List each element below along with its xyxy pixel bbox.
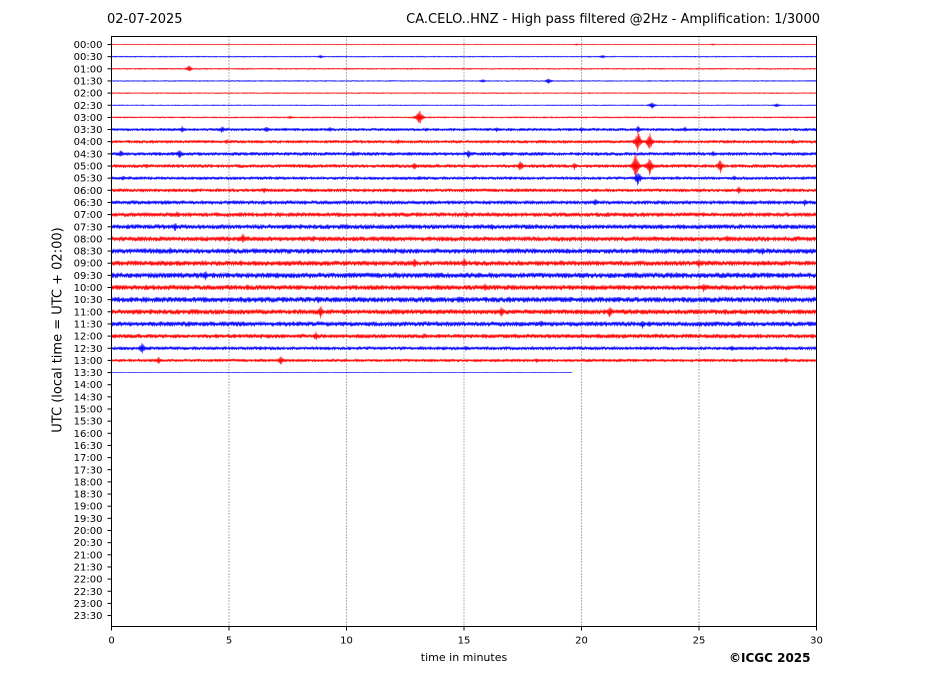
y-tick-label-10:30: 10:30 xyxy=(74,295,103,306)
trace-04:30 xyxy=(111,150,817,159)
trace-00:00 xyxy=(111,43,817,46)
y-tick-label-17:00: 17:00 xyxy=(74,453,103,464)
x-tick-label-20: 20 xyxy=(575,636,588,647)
trace-13:00 xyxy=(111,356,817,365)
x-axis-ticks: 0 5 10 15 20 25 30 xyxy=(108,626,823,647)
y-tick-label-08:00: 08:00 xyxy=(74,234,103,245)
y-tick-label-10:00: 10:00 xyxy=(74,283,103,294)
trace-04:00 xyxy=(111,130,817,152)
x-tick-label-30: 30 xyxy=(810,636,823,647)
y-tick-label-01:30: 01:30 xyxy=(74,76,103,87)
y-tick-label-04:30: 04:30 xyxy=(74,149,103,160)
y-tick-label-00:30: 00:30 xyxy=(74,52,103,63)
trace-10:00 xyxy=(111,283,817,293)
trace-06:00 xyxy=(111,186,817,194)
y-tick-label-06:00: 06:00 xyxy=(74,186,103,197)
y-tick-label-15:30: 15:30 xyxy=(74,417,103,428)
y-tick-label-05:00: 05:00 xyxy=(74,162,103,173)
y-tick-label-04:00: 04:00 xyxy=(74,137,103,148)
y-tick-label-02:00: 02:00 xyxy=(74,89,103,100)
trace-07:00 xyxy=(111,211,817,218)
trace-13:30 xyxy=(111,371,573,374)
trace-00:30 xyxy=(111,54,817,59)
gridlines xyxy=(228,36,700,627)
y-tick-label-19:30: 19:30 xyxy=(74,514,103,525)
y-tick-label-12:30: 12:30 xyxy=(74,344,103,355)
y-tick-label-18:30: 18:30 xyxy=(74,490,103,501)
header-date: 02-07-2025 xyxy=(107,12,183,27)
seismic-traces xyxy=(111,43,817,374)
trace-09:00 xyxy=(111,257,817,268)
trace-01:00 xyxy=(111,65,817,72)
y-tick-label-21:30: 21:30 xyxy=(74,562,103,573)
y-tick-label-21:00: 21:00 xyxy=(74,550,103,561)
y-tick-label-16:00: 16:00 xyxy=(74,429,103,440)
y-tick-label-13:30: 13:30 xyxy=(74,368,103,379)
trace-05:00 xyxy=(111,154,817,179)
y-tick-label-23:00: 23:00 xyxy=(74,599,103,610)
chart-title: CA.CELO..HNZ - High pass filtered @2Hz -… xyxy=(406,12,820,27)
trace-09:30 xyxy=(111,271,817,281)
trace-12:30 xyxy=(111,342,817,354)
y-tick-label-11:00: 11:00 xyxy=(74,307,103,318)
y-tick-label-20:30: 20:30 xyxy=(74,538,103,549)
y-tick-label-12:00: 12:00 xyxy=(74,332,103,343)
y-tick-label-09:30: 09:30 xyxy=(74,271,103,282)
y-tick-label-01:00: 01:00 xyxy=(74,64,103,75)
x-axis-label: time in minutes xyxy=(420,651,508,664)
trace-01:30 xyxy=(111,78,817,84)
y-tick-label-00:00: 00:00 xyxy=(74,40,103,51)
trace-02:00 xyxy=(111,92,817,94)
y-tick-label-16:30: 16:30 xyxy=(74,441,103,452)
y-tick-label-20:00: 20:00 xyxy=(74,526,103,537)
trace-10:30 xyxy=(111,296,817,304)
x-tick-label-25: 25 xyxy=(693,636,706,647)
trace-07:30 xyxy=(111,223,817,232)
y-tick-label-19:00: 19:00 xyxy=(74,502,103,513)
y-tick-label-18:00: 18:00 xyxy=(74,477,103,488)
trace-11:30 xyxy=(111,320,817,329)
trace-12:00 xyxy=(111,331,817,341)
plot-frame xyxy=(111,36,817,627)
y-tick-label-22:00: 22:00 xyxy=(74,575,103,586)
y-tick-label-14:00: 14:00 xyxy=(74,380,103,391)
trace-08:30 xyxy=(111,247,817,255)
y-tick-label-13:00: 13:00 xyxy=(74,356,103,367)
y-tick-label-02:30: 02:30 xyxy=(74,101,103,112)
y-axis-label: UTC (local time = UTC + 02:00) xyxy=(50,227,66,433)
x-tick-label-5: 5 xyxy=(226,636,232,647)
y-tick-label-17:30: 17:30 xyxy=(74,465,103,476)
y-tick-label-03:00: 03:00 xyxy=(74,113,103,124)
y-tick-label-23:30: 23:30 xyxy=(74,611,103,622)
y-tick-label-09:00: 09:00 xyxy=(74,259,103,270)
y-tick-label-22:30: 22:30 xyxy=(74,587,103,598)
x-tick-label-0: 0 xyxy=(108,636,114,647)
y-tick-label-07:00: 07:00 xyxy=(74,210,103,221)
y-tick-label-14:30: 14:30 xyxy=(74,392,103,403)
y-tick-label-05:30: 05:30 xyxy=(74,174,103,185)
trace-05:30 xyxy=(111,172,817,186)
y-tick-label-03:30: 03:30 xyxy=(74,125,103,136)
trace-03:00 xyxy=(111,110,817,124)
y-tick-label-08:30: 08:30 xyxy=(74,247,103,258)
x-tick-label-10: 10 xyxy=(340,636,353,647)
trace-08:00 xyxy=(111,233,817,243)
y-tick-label-07:30: 07:30 xyxy=(74,222,103,233)
trace-03:30 xyxy=(111,125,817,133)
trace-02:30 xyxy=(111,102,817,109)
trace-11:00 xyxy=(111,305,817,319)
trace-06:30 xyxy=(111,199,817,207)
y-tick-label-11:30: 11:30 xyxy=(74,319,103,330)
y-tick-label-15:00: 15:00 xyxy=(74,405,103,416)
copyright-label: ©ICGC 2025 xyxy=(729,651,811,665)
x-tick-label-15: 15 xyxy=(458,636,471,647)
y-tick-label-06:30: 06:30 xyxy=(74,198,103,209)
